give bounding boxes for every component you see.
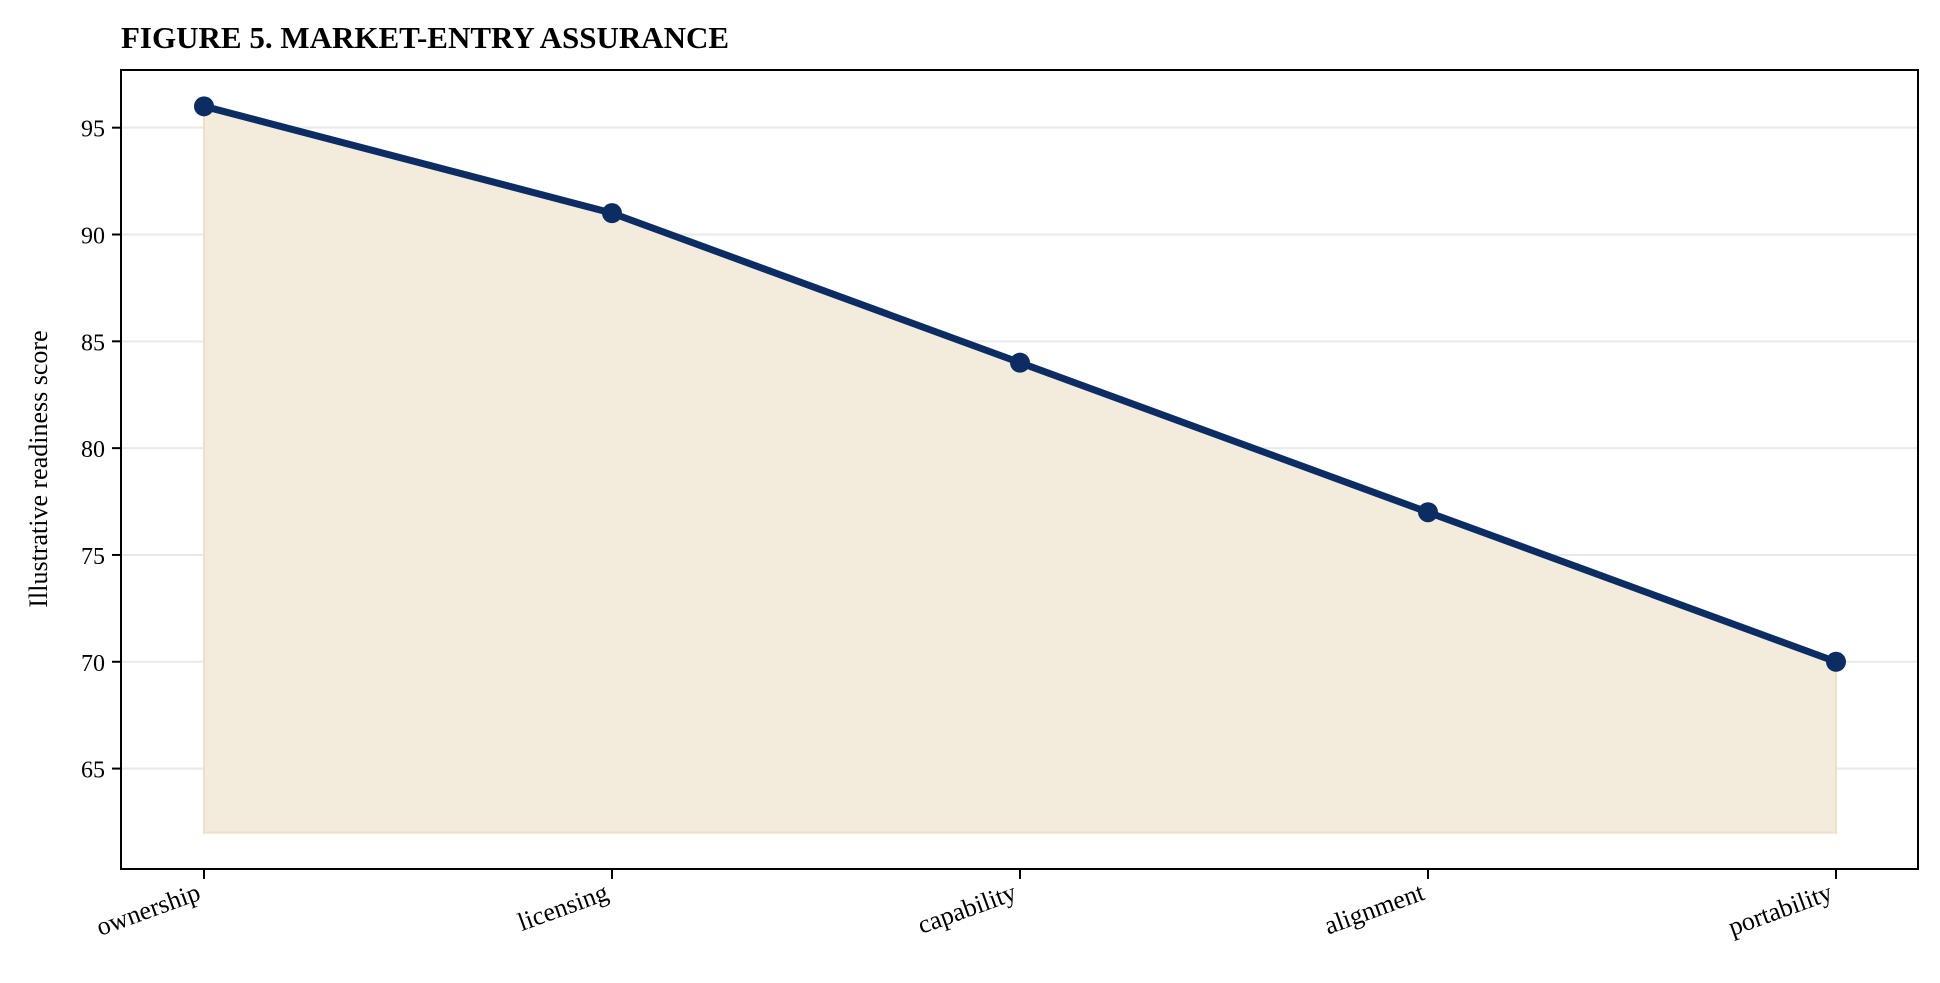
x-tick-label-capability: capability (914, 877, 1020, 939)
chart-title: FIGURE 5. MARKET-ENTRY ASSURANCE (121, 20, 729, 55)
data-point-portability (1826, 651, 1846, 672)
data-point-licensing (602, 203, 622, 224)
y-axis-ticks: 65 70 75 80 85 90 95 (81, 117, 121, 784)
x-axis-ticks: ownership licensing capability alignment por… (92, 869, 1837, 942)
y-tick-label: 85 (81, 330, 105, 356)
area-fill-layer (203, 105, 1837, 834)
y-tick-label: 75 (81, 544, 105, 570)
data-point-ownership (194, 96, 214, 117)
data-point-alignment (1418, 502, 1438, 523)
y-tick-label: 90 (81, 224, 105, 250)
y-tick-label: 95 (81, 117, 105, 143)
x-tick-label-licensing: licensing (514, 877, 612, 936)
y-tick-label: 70 (81, 651, 105, 677)
y-tick-label: 65 (81, 758, 105, 784)
y-axis-label: Illustrative readiness score (24, 330, 53, 607)
x-tick-label-alignment: alignment (1320, 877, 1428, 940)
x-tick-label-ownership: ownership (92, 877, 204, 941)
data-points (194, 96, 1846, 672)
area-fill (203, 105, 1837, 834)
x-tick-label-portability: portability (1724, 877, 1836, 941)
y-tick-label: 80 (81, 437, 105, 463)
data-point-capability (1010, 352, 1030, 373)
